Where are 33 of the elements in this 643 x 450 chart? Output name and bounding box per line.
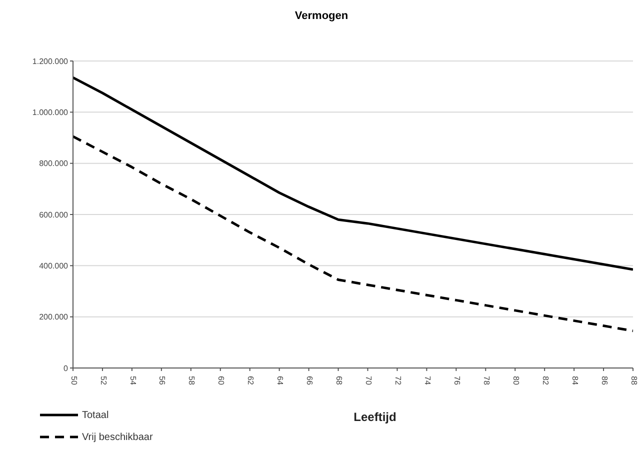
x-tick-label: 66 — [305, 376, 314, 386]
x-tick-label: 78 — [482, 376, 491, 386]
x-tick-label: 76 — [452, 376, 462, 386]
x-tick-label: 86 — [600, 376, 609, 386]
y-tick-label: 200.000 — [39, 312, 69, 322]
x-tick-label: 70 — [364, 376, 374, 386]
y-tick-label: 0 — [64, 364, 69, 373]
x-tick-label: 52 — [98, 376, 108, 386]
y-tick-label: 1.000.000 — [32, 108, 69, 118]
line-series — [73, 135, 633, 332]
y-tick-label: 800.000 — [39, 159, 69, 168]
y-tick-label: 1.200.000 — [32, 56, 69, 66]
line-series — [73, 76, 633, 271]
x-axis-title: Leeftijd — [352, 410, 398, 424]
x-tick-label: 62 — [246, 376, 256, 386]
y-tick-label: 400.000 — [39, 262, 69, 271]
chart-title: Vermogen — [294, 10, 350, 22]
x-tick-label: 80 — [511, 376, 520, 386]
x-tick-label: 60 — [216, 376, 226, 386]
x-tick-label: 58 — [187, 376, 196, 386]
x-tick-label: 88 — [629, 376, 638, 386]
y-tick-label: 600.000 — [39, 210, 69, 220]
x-tick-label: 56 — [158, 376, 167, 386]
x-tick-label: 82 — [540, 376, 550, 386]
legend-label: Vrij beschikbaar — [82, 432, 153, 442]
x-tick-label: 74 — [423, 376, 432, 386]
x-tick-label: 72 — [394, 376, 403, 386]
x-tick-label: 84 — [570, 376, 580, 386]
legend-label: Totaal — [82, 410, 109, 420]
x-tick-label: 54 — [128, 376, 138, 386]
x-tick-label: 64 — [276, 376, 285, 386]
x-tick-label: 50 — [69, 376, 78, 386]
x-tick-label: 68 — [334, 376, 344, 386]
